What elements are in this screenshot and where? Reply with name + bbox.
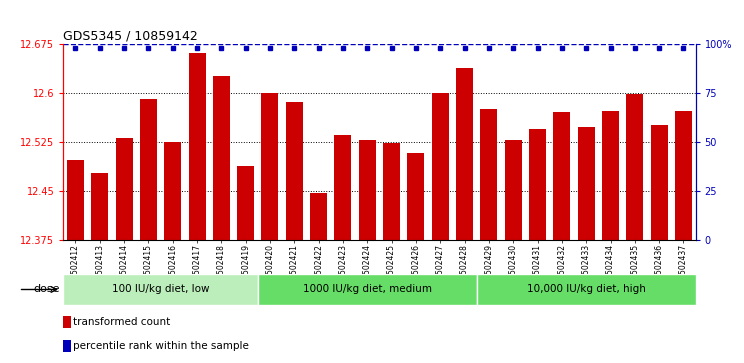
Bar xyxy=(626,94,644,240)
Bar xyxy=(335,135,351,240)
Text: dose: dose xyxy=(33,285,60,294)
Bar xyxy=(408,153,424,240)
Bar xyxy=(359,140,376,240)
Bar xyxy=(286,102,303,240)
Text: 100 IU/kg diet, low: 100 IU/kg diet, low xyxy=(112,285,209,294)
Bar xyxy=(577,127,594,240)
Bar xyxy=(602,111,619,240)
Text: transformed count: transformed count xyxy=(74,317,170,327)
Bar xyxy=(140,99,157,240)
Bar xyxy=(67,160,84,240)
Bar xyxy=(213,76,230,240)
Text: percentile rank within the sample: percentile rank within the sample xyxy=(74,341,249,351)
Bar xyxy=(63,316,71,328)
Bar xyxy=(651,125,667,240)
Bar xyxy=(92,173,108,240)
Text: GDS5345 / 10859142: GDS5345 / 10859142 xyxy=(63,29,198,42)
Bar xyxy=(477,274,696,305)
Bar xyxy=(237,166,254,240)
Bar xyxy=(554,112,571,240)
Bar xyxy=(675,111,692,240)
Bar xyxy=(63,274,258,305)
Bar xyxy=(481,109,498,240)
Bar xyxy=(529,129,546,240)
Bar xyxy=(258,274,477,305)
Bar xyxy=(115,138,132,240)
Bar xyxy=(261,93,278,240)
Text: 10,000 IU/kg diet, high: 10,000 IU/kg diet, high xyxy=(527,285,646,294)
Bar xyxy=(383,143,400,240)
Bar xyxy=(63,340,71,352)
Bar xyxy=(310,192,327,240)
Bar xyxy=(164,142,182,240)
Bar xyxy=(432,93,449,240)
Bar xyxy=(456,68,473,240)
Bar xyxy=(504,140,522,240)
Bar xyxy=(188,53,205,240)
Text: 1000 IU/kg diet, medium: 1000 IU/kg diet, medium xyxy=(303,285,432,294)
